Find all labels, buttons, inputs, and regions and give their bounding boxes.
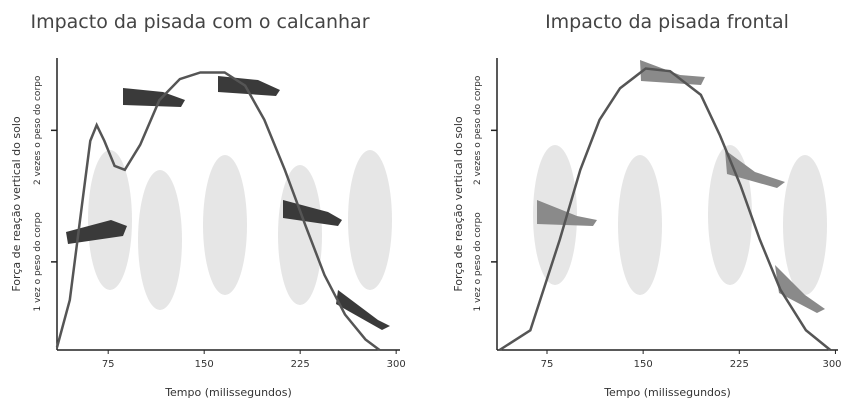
x-tick-label: 150 — [195, 359, 214, 370]
y-axis-label: Força de reação vertical do solo — [10, 116, 23, 292]
x-axis-label: Tempo (milissegundos) — [164, 386, 292, 399]
x-tick-label: 300 — [387, 359, 406, 370]
x-tick-label: 225 — [291, 359, 310, 370]
x-axis-label: Tempo (milissegundos) — [603, 386, 731, 399]
chart-page: Impacto da pisada com o calcanhar Força d… — [0, 0, 841, 403]
x-tick-label: 75 — [102, 359, 115, 370]
x-tick-label: 75 — [541, 359, 554, 370]
y-tick-label: 1 vez o peso do corpo — [33, 212, 43, 312]
y-tick-label: 2 vezes o peso do corpo — [473, 75, 483, 185]
x-tick-label: 300 — [822, 359, 841, 370]
chart-title: Impacto da pisada frontal — [545, 11, 789, 33]
y-tick-label: 1 vez o peso do corpo — [473, 212, 483, 312]
x-tick-label: 225 — [730, 359, 749, 370]
x-tick-label: 150 — [634, 359, 653, 370]
y-tick-label: 2 vezes o peso do corpo — [33, 75, 43, 185]
chart-title: Impacto da pisada com o calcanhar — [30, 11, 369, 33]
y-axis-label: Força de reação vertical do solo — [452, 116, 465, 292]
